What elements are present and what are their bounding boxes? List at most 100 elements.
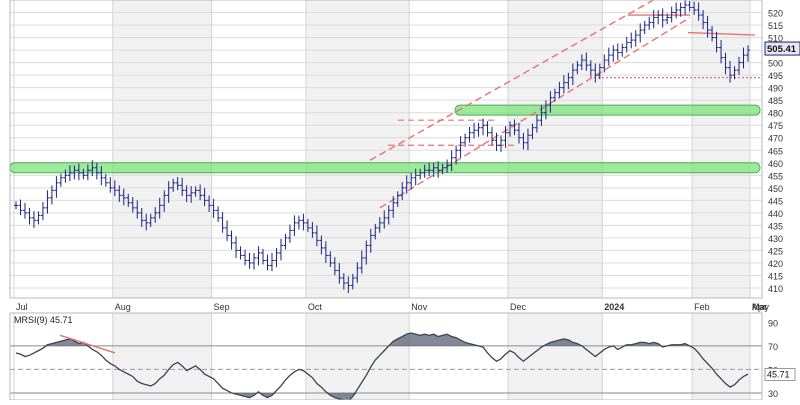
ohlc-bar [76,163,81,181]
ohlc-bar [642,21,647,35]
ohlc-bar [193,186,198,197]
month-band [14,0,113,298]
price-tick-label: 445 [768,196,783,206]
rsi-month-band [602,313,693,400]
rsi-tick-label: 90 [768,318,778,328]
ohlc-bar [67,165,72,182]
ohlc-bar [674,2,679,19]
x-tick-label: Jul [16,302,28,312]
ohlc-bar [238,246,243,260]
ohlc-bar [296,215,301,230]
ohlc-bar [31,211,36,228]
ohlc-bar [651,10,656,29]
ohlc-bar [350,273,355,290]
ohlc-bar [575,61,580,75]
ohlc-bar [584,52,589,71]
ohlc-bar [373,223,378,240]
ohlc-bar [126,193,131,207]
price-tick-label: 430 [768,234,783,244]
ohlc-bar [602,54,607,73]
price-tick-label: 470 [768,134,783,144]
ohlc-bar [368,228,373,253]
rsi-current-label: 45.71 [767,369,790,379]
ohlc-bar [377,217,382,233]
price-tick-label: 465 [768,146,783,156]
ohlc-bar [530,123,535,140]
month-band [602,0,693,298]
ohlc-bar [521,132,526,150]
ohlc-bar [746,45,750,62]
ohlc-bar [58,173,63,187]
ohlc-bar [189,186,194,203]
ohlc-bar [391,196,396,218]
price-tick-label: 485 [768,96,783,106]
ohlc-bar [454,145,459,165]
ohlc-bar [301,213,306,231]
ohlc-bar [593,63,598,83]
ohlc-bar [624,36,629,53]
ohlc-bar [382,210,387,229]
price-tick-label: 410 [768,284,783,294]
ohlc-bar [108,177,113,193]
ohlc-bar [692,1,697,15]
ohlc-bar [292,215,297,237]
ohlc-bar [395,191,400,207]
ohlc-bar [710,26,715,42]
ohlc-bar [260,248,265,265]
ohlc-bar [323,241,328,263]
ohlc-bar [265,254,270,271]
ohlc-bar [22,202,27,219]
ohlc-bar [337,262,342,284]
current-price-label: 505.41 [767,44,797,55]
ohlc-bar [476,122,481,137]
ohlc-bar [494,132,499,152]
ohlc-bar [386,205,391,225]
ohlc-bar [63,169,68,183]
ohlc-bar [463,133,468,147]
ohlc-bar [611,45,616,62]
ohlc-bar [121,188,126,206]
price-tick-label: 510 [768,34,783,44]
ohlc-bar [216,206,221,222]
price-tick-label: 490 [768,84,783,94]
price-tick-label: 420 [768,259,783,269]
price-pane-frame [9,0,763,299]
ohlc-bar [629,32,634,49]
ohlc-bar [144,213,149,231]
ohlc-bar [400,182,405,201]
price-tick-label: 450 [768,184,783,194]
ohlc-bar [328,251,333,267]
ohlc-bar [445,159,450,173]
rsi-indicator-label: MRSI(9) 45.71 [14,315,73,325]
ohlc-bar [647,16,652,30]
rsi-tick-label: 30 [768,389,778,399]
ohlc-bar [234,236,239,258]
ohlc-bar [319,235,324,255]
ohlc-bar [615,43,620,61]
ohlc-bar [157,197,162,219]
ohlc-bar [440,163,445,175]
rsi-month-band [14,313,113,400]
ohlc-bar [525,128,530,151]
ohlc-bar [719,40,724,64]
ohlc-bar [705,15,710,38]
ohlc-bar [427,162,432,177]
ohlc-bar [472,122,477,139]
trend-channel-upper [369,0,655,161]
rsi-month-band [211,313,306,400]
ohlc-bar [467,126,472,143]
rsi-tick-label: 70 [768,342,778,352]
rsi-divergence-line [59,334,116,354]
ohlc-bar [620,43,625,57]
ohlc-bar [678,2,683,17]
ohlc-bar [458,136,463,158]
ohlc-bar [561,75,566,94]
ohlc-bar [499,135,504,152]
ohlc-bar [256,246,261,266]
ohlc-bar [570,63,575,86]
ohlc-bar [278,238,283,261]
price-tick-label: 440 [768,209,783,219]
ohlc-bar [274,248,279,268]
ohlc-bar [90,160,95,177]
